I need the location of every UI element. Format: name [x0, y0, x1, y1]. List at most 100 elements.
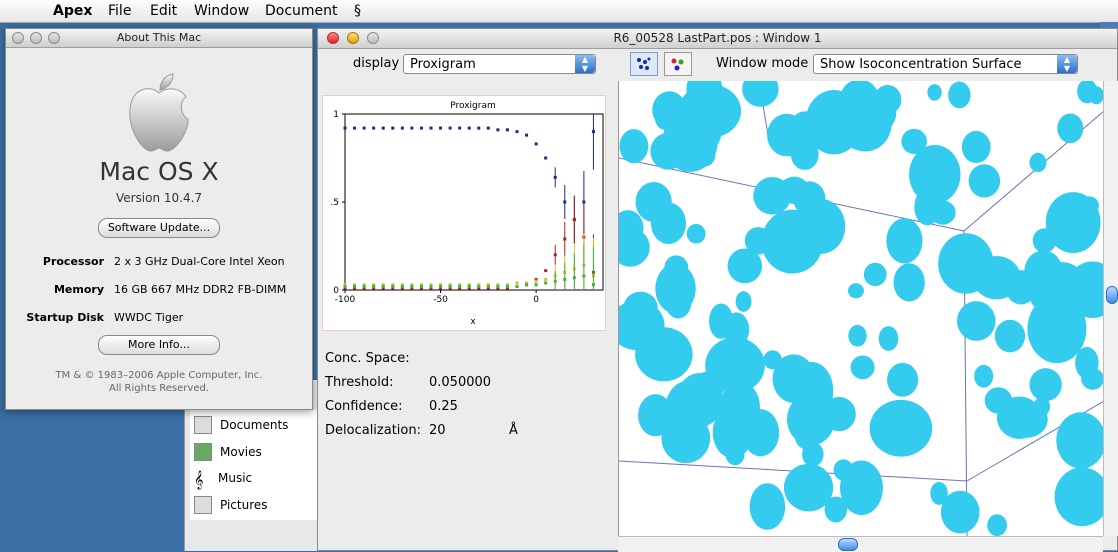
isosurface-blob	[795, 424, 820, 450]
data-point	[553, 253, 557, 257]
data-point	[486, 283, 490, 287]
menu-window[interactable]: Window	[194, 3, 250, 19]
documents-icon	[194, 416, 212, 434]
about-titlebar[interactable]: About This Mac	[6, 29, 312, 48]
x-axis-label: x	[470, 317, 476, 327]
confidence-value: 0.25	[429, 399, 458, 414]
data-point	[391, 126, 395, 130]
isosurface-blob	[909, 144, 961, 204]
data-point	[572, 276, 576, 280]
isosurface-blob	[735, 291, 752, 312]
copyright-line-2: All Rights Reserved.	[108, 383, 210, 394]
data-point	[477, 283, 481, 287]
close-button[interactable]	[12, 32, 24, 44]
script-menu-icon[interactable]: §	[354, 3, 361, 19]
isosurface-3d-view[interactable]	[618, 81, 1104, 536]
data-point	[525, 133, 529, 137]
minimize-button[interactable]	[347, 32, 359, 44]
menu-app[interactable]: Apex	[53, 3, 93, 19]
data-point	[477, 284, 481, 288]
point-cloud-button[interactable]	[630, 52, 658, 76]
os-name: Mac OS X	[99, 157, 219, 186]
data-point	[486, 286, 490, 290]
data-point	[410, 126, 414, 130]
menu-file[interactable]: File	[108, 3, 132, 19]
data-point	[400, 286, 404, 290]
data-point	[400, 284, 404, 288]
apple-logo-icon	[129, 73, 189, 152]
menu-edit[interactable]: Edit	[150, 3, 178, 19]
vertical-scroll-thumb[interactable]	[1106, 286, 1118, 304]
data-point	[458, 126, 462, 130]
data-point	[372, 284, 376, 288]
data-point	[486, 284, 490, 288]
more-info-button[interactable]: More Info...	[98, 335, 220, 355]
data-point	[439, 284, 443, 288]
isosurface-blob	[619, 129, 649, 164]
data-point	[381, 126, 385, 130]
startup-disk-label: Startup Disk	[26, 311, 104, 324]
isosurface-blob	[1075, 347, 1099, 379]
finder-item-music[interactable]: 𝄞 Music	[194, 467, 252, 489]
finder-item-pictures[interactable]: Pictures	[194, 494, 268, 516]
data-point	[525, 283, 529, 287]
window-mode-select[interactable]: Show Isoconcentration Surface ▲ ▼	[813, 54, 1078, 74]
data-point	[391, 286, 395, 290]
delocalization-unit: Å	[509, 423, 518, 438]
data-point	[515, 284, 519, 288]
zoom-button[interactable]	[48, 32, 60, 44]
finder-item-movies[interactable]: Movies	[194, 441, 262, 463]
menu-bar: Apex File Edit Window Document §	[0, 0, 1118, 23]
data-point	[448, 283, 452, 287]
data-point	[372, 283, 376, 287]
menu-document[interactable]: Document	[265, 3, 338, 19]
finder-item-label: Movies	[220, 445, 262, 459]
pictures-icon	[194, 496, 212, 514]
isosurface-blob	[940, 490, 980, 534]
data-point	[544, 156, 548, 160]
minimize-button[interactable]	[30, 32, 42, 44]
horizontal-scroll-thumb[interactable]	[838, 538, 858, 551]
data-point	[534, 142, 538, 146]
isosurface-blob	[655, 263, 696, 314]
zoom-button[interactable]	[367, 32, 379, 44]
isosurface-blob	[938, 233, 994, 294]
isosurface-blob	[886, 218, 923, 264]
processor-value: 2 x 3 GHz Dual-Core Intel Xeon	[114, 255, 285, 268]
memory-value: 16 GB 667 MHz DDR2 FB-DIMM	[114, 283, 287, 296]
data-point	[419, 286, 423, 290]
isosurface-blob	[996, 396, 1043, 439]
close-button[interactable]	[327, 32, 339, 44]
isosurface-blob	[694, 371, 725, 401]
isosurface-blob	[863, 262, 887, 287]
isosurface-blob	[742, 81, 779, 107]
data-point	[467, 283, 471, 287]
vertical-scrollbar[interactable]	[1103, 81, 1118, 536]
isosurface-blob	[961, 130, 991, 164]
isosurface-blob	[1057, 113, 1084, 144]
data-point	[391, 283, 395, 287]
about-window: About This Mac Mac OS X Version 10.4.7 S…	[5, 28, 313, 410]
color-points-button[interactable]	[664, 52, 692, 76]
software-update-button[interactable]: Software Update...	[98, 218, 220, 238]
proxigram-chart-panel: Proxigram x -100 -50 0 0 .5 1	[322, 95, 606, 331]
data-point	[563, 200, 567, 204]
data-point	[467, 126, 471, 130]
isosurface-blob	[930, 481, 948, 505]
data-point	[429, 283, 433, 287]
display-select-value: Proxigram	[410, 57, 476, 72]
copyright-line-1: TM & © 1983–2006 Apple Computer, Inc.	[55, 370, 263, 381]
x-tick-label: -100	[335, 295, 356, 305]
isosurface-blob	[1056, 412, 1104, 469]
movies-icon	[194, 443, 212, 461]
display-select[interactable]: Proxigram ▲ ▼	[403, 54, 596, 74]
data-point	[458, 286, 462, 290]
main-titlebar[interactable]: R6_00528 LastPart.pos : Window 1	[318, 29, 1117, 49]
x-tick-label: 0	[533, 295, 539, 305]
isosurface-blob	[749, 483, 786, 530]
finder-item-documents[interactable]: Documents	[194, 414, 288, 436]
data-point	[410, 284, 414, 288]
data-point	[381, 286, 385, 290]
data-point	[591, 130, 595, 134]
horizontal-scrollbar[interactable]	[618, 536, 1103, 552]
